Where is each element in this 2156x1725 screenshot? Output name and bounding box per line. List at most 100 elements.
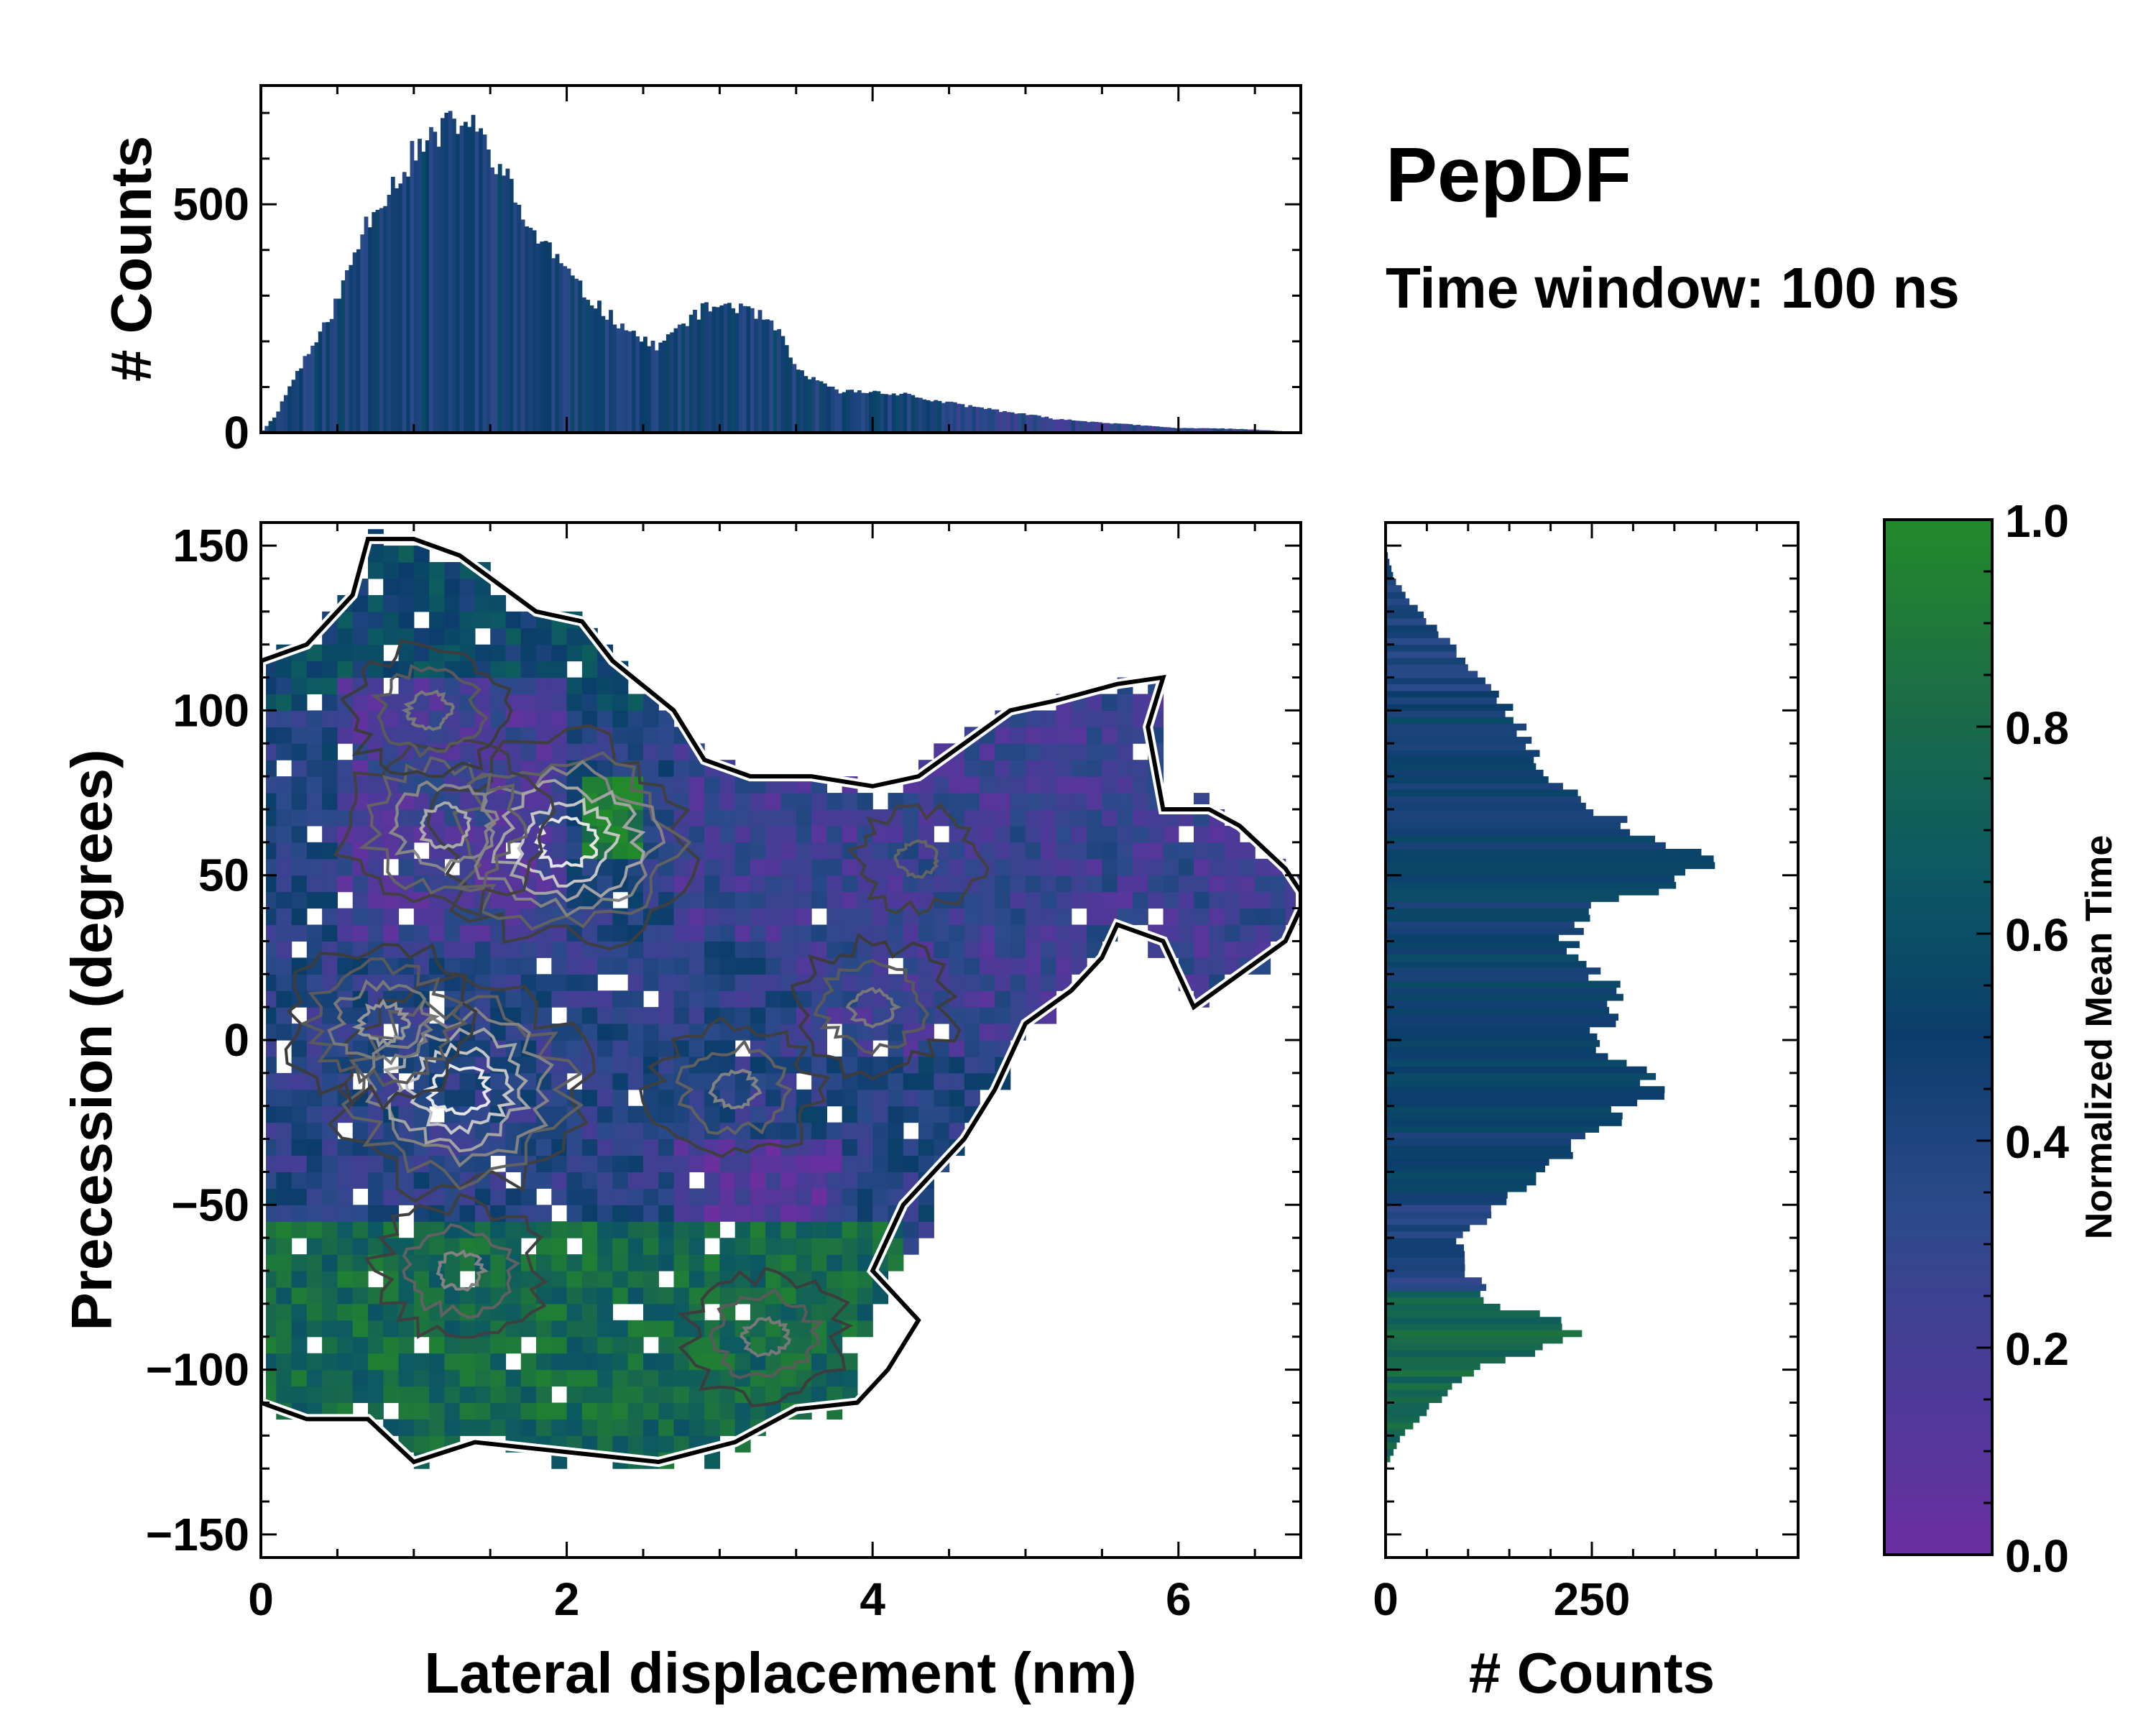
- heatmap-cell: [536, 727, 552, 744]
- heatmap-cell: [1026, 776, 1041, 794]
- heatmap-cell: [734, 1271, 751, 1288]
- heatmap-cell: [581, 924, 598, 942]
- heatmap-cell: [704, 1386, 720, 1403]
- heatmap-cell: [673, 1419, 690, 1436]
- heatmap-cell: [1163, 875, 1179, 893]
- heatmap-cell: [750, 1353, 766, 1371]
- heatmap-cell: [1071, 743, 1087, 760]
- right-histogram-bar: [1386, 1409, 1427, 1417]
- top-histogram-bar: [620, 323, 625, 433]
- heatmap-cell: [704, 1122, 720, 1140]
- heatmap-cell: [398, 1254, 415, 1271]
- heatmap-cell: [811, 1238, 827, 1255]
- top-ytick-label: 500: [172, 178, 249, 230]
- heatmap-cell: [276, 1138, 292, 1156]
- heatmap-cell: [658, 760, 675, 777]
- heatmap-cell: [444, 1072, 461, 1090]
- heatmap-cell: [704, 858, 720, 876]
- heatmap-cell: [581, 644, 598, 662]
- heatmap-cell: [474, 1419, 491, 1436]
- joint-ytick-label: 50: [198, 850, 249, 901]
- heatmap-cell: [704, 776, 720, 794]
- top-histogram-bar: [952, 402, 957, 433]
- heatmap-cell: [765, 1320, 782, 1338]
- heatmap-cell: [581, 1007, 598, 1024]
- heatmap-cell: [551, 710, 568, 727]
- heatmap-cell: [934, 1072, 950, 1090]
- heatmap-cell: [306, 1138, 323, 1156]
- heatmap-cell: [780, 1205, 797, 1222]
- heatmap-cell: [383, 908, 400, 926]
- heatmap-cell: [322, 1336, 338, 1354]
- heatmap-cell: [1255, 875, 1271, 893]
- top-histogram-bar: [803, 376, 808, 433]
- heatmap-cell: [581, 957, 598, 975]
- right-histogram-bar: [1386, 1184, 1527, 1192]
- top-histogram-bar: [341, 280, 346, 433]
- heatmap-cell: [796, 842, 812, 860]
- heatmap-cell: [490, 1419, 507, 1436]
- heatmap-cell: [306, 842, 323, 860]
- heatmap-cell: [857, 1024, 873, 1041]
- heatmap-cell: [322, 974, 338, 991]
- heatmap-cell: [490, 661, 507, 678]
- heatmap-cell: [566, 1221, 583, 1238]
- heatmap-cell: [719, 842, 736, 860]
- heatmap-cell: [719, 941, 736, 958]
- top-histogram-bar: [1166, 427, 1171, 433]
- heatmap-cell: [383, 1205, 400, 1222]
- top-histogram-bar: [509, 178, 514, 433]
- top-histogram-bar: [502, 175, 506, 433]
- heatmap-cell: [429, 957, 445, 975]
- heatmap-cell: [474, 611, 491, 629]
- joint-xtick-label: 6: [1166, 1573, 1192, 1625]
- heatmap-cell: [811, 825, 827, 843]
- heatmap-cell: [551, 1155, 568, 1172]
- heatmap-cell: [658, 1007, 675, 1024]
- heatmap-cell: [352, 1155, 369, 1172]
- heatmap-cell: [490, 1353, 507, 1371]
- heatmap-cell: [566, 1138, 583, 1156]
- heatmap-cell: [765, 1188, 782, 1205]
- right-histogram-bar: [1386, 1310, 1540, 1317]
- heatmap-cell: [383, 611, 400, 629]
- heatmap-cell: [888, 1089, 904, 1107]
- heatmap-cell: [612, 1353, 629, 1371]
- top-histogram-bar: [497, 164, 502, 433]
- heatmap-cell: [918, 990, 934, 1008]
- heatmap-cell: [352, 1238, 369, 1255]
- heatmap-cell: [291, 677, 308, 694]
- heatmap-cell: [1041, 974, 1057, 991]
- heatmap-cell: [581, 1105, 598, 1123]
- heatmap-cell: [980, 793, 995, 810]
- heatmap-cell: [322, 677, 338, 694]
- heatmap-cell: [934, 1056, 950, 1074]
- heatmap-cell: [796, 941, 812, 958]
- top-histogram-bar: [998, 412, 1003, 433]
- top-histogram-bar: [441, 118, 445, 433]
- heatmap-cell: [842, 1205, 858, 1222]
- heatmap-cell: [888, 1122, 904, 1140]
- heatmap-cell: [857, 1238, 873, 1255]
- heatmap-cell: [536, 677, 552, 694]
- heatmap-cell: [566, 1402, 583, 1420]
- top-histogram-bar: [1140, 426, 1145, 433]
- heatmap-cell: [903, 1056, 919, 1074]
- heatmap-cell: [1056, 891, 1072, 909]
- top-histogram-bar: [448, 111, 453, 433]
- heatmap-cell: [1087, 842, 1102, 860]
- heatmap-cell: [551, 1238, 568, 1255]
- heatmap-cell: [490, 760, 507, 777]
- heatmap-cell: [734, 1188, 751, 1205]
- heatmap-cell: [673, 1254, 690, 1271]
- heatmap-cell: [536, 1386, 552, 1403]
- density-contour: [709, 1288, 825, 1379]
- heatmap-cell: [1209, 825, 1225, 843]
- heatmap-cell: [490, 594, 507, 612]
- heatmap-cell: [857, 1056, 873, 1074]
- heatmap-cell: [322, 1238, 338, 1255]
- heatmap-cell: [612, 1402, 629, 1420]
- top-histogram-bar: [934, 400, 939, 433]
- heatmap-cell: [322, 1007, 338, 1024]
- heatmap-cell: [688, 1072, 705, 1090]
